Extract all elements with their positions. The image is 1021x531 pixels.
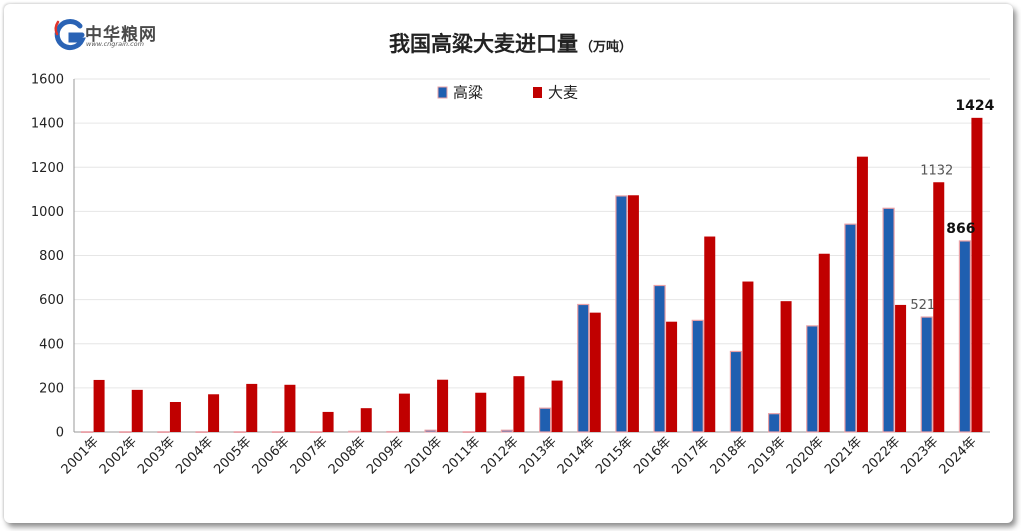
y-tick-label: 1600 <box>31 73 64 88</box>
bar-barley-2002年 <box>131 389 143 432</box>
y-tick-label: 400 <box>39 337 64 352</box>
logo-icon <box>54 19 86 51</box>
bar-sorghum-2017年 <box>691 319 704 433</box>
bar-barley-2003年 <box>169 401 181 432</box>
x-tick-label: 2019年 <box>746 434 789 477</box>
y-tick-label: 1000 <box>31 205 64 220</box>
x-tick-label: 2008年 <box>326 434 369 477</box>
x-tick-label: 2016年 <box>631 434 674 477</box>
x-tick-label: 2012年 <box>479 434 522 477</box>
bar-sorghum-2002年 <box>119 431 132 433</box>
bar-sorghum-2024年 <box>958 240 972 433</box>
x-tick-label: 2018年 <box>708 434 751 477</box>
bar-sorghum-2009年 <box>386 430 399 433</box>
bar-sorghum-2012年 <box>500 429 514 433</box>
bar-barley-2020年 <box>818 253 830 432</box>
x-tick-label: 2001年 <box>59 434 102 477</box>
bar-barley-2019年 <box>780 301 792 432</box>
bar-barley-2023年 <box>933 182 945 432</box>
x-tick-label: 2023年 <box>898 434 941 477</box>
x-tick-label: 2003年 <box>135 434 178 477</box>
x-tick-label: 2006年 <box>250 434 293 477</box>
bar-sorghum-2003年 <box>157 431 170 433</box>
bar-sorghum-2007年 <box>309 431 323 433</box>
bar-sorghum-2004年 <box>195 431 208 433</box>
bar-barley-2024年 <box>971 117 983 432</box>
chart-title: 我国高粱大麦进口量 <box>388 32 578 56</box>
bar-barley-2021年 <box>856 156 868 432</box>
bar-sorghum-2021年 <box>844 223 857 433</box>
bar-barley-2012年 <box>513 376 525 432</box>
legend-label-sorghum: 高粱 <box>453 84 483 102</box>
legend-label-barley: 大麦 <box>548 84 578 102</box>
bar-sorghum-2014年 <box>577 303 590 433</box>
data-label: 866 <box>946 221 975 237</box>
y-tick-label: 1200 <box>31 161 64 176</box>
bar-barley-2022年 <box>895 304 907 432</box>
x-tick-label: 2009年 <box>364 434 407 477</box>
bar-barley-2004年 <box>208 394 220 432</box>
x-tick-label: 2017年 <box>669 434 712 477</box>
bar-barley-2009年 <box>398 393 410 432</box>
bar-sorghum-2010年 <box>424 429 437 433</box>
x-tick-label: 2010年 <box>402 434 445 477</box>
bar-sorghum-2020年 <box>806 325 819 433</box>
bar-barley-2013年 <box>551 380 563 432</box>
brand-url: www.cngrain.com <box>86 40 144 48</box>
x-tick-label: 2020年 <box>784 434 827 477</box>
y-tick-label: 1400 <box>31 117 64 132</box>
x-tick-label: 2011年 <box>440 434 483 477</box>
bar-barley-2016年 <box>666 321 678 432</box>
bar-sorghum-2022年 <box>882 207 895 433</box>
y-tick-label: 200 <box>39 381 64 396</box>
bar-sorghum-2013年 <box>538 407 552 433</box>
x-tick-label: 2013年 <box>517 434 560 477</box>
bar-barley-2006年 <box>284 384 296 432</box>
data-label: 1424 <box>955 98 994 114</box>
legend-swatch-sorghum <box>437 86 448 99</box>
bar-sorghum-2023年 <box>920 316 933 433</box>
y-tick-label: 800 <box>39 249 64 264</box>
bar-barley-2011年 <box>475 392 487 432</box>
bar-sorghum-2015年 <box>615 195 628 433</box>
x-tick-label: 2024年 <box>937 434 980 477</box>
x-tick-label: 2004年 <box>173 434 216 477</box>
bar-barley-2014年 <box>589 312 601 432</box>
bar-barley-2005年 <box>246 383 258 432</box>
bar-barley-2018年 <box>742 281 754 432</box>
bar-sorghum-2008年 <box>348 430 361 433</box>
bar-barley-2001年 <box>93 379 105 432</box>
bar-barley-2015年 <box>627 195 639 432</box>
bar-sorghum-2006年 <box>271 431 285 433</box>
bar-sorghum-2005年 <box>233 431 246 433</box>
data-label: 1132 <box>920 163 953 178</box>
x-tick-label: 2002年 <box>97 434 140 477</box>
bar-barley-2017年 <box>704 236 716 432</box>
x-tick-label: 2005年 <box>211 434 254 477</box>
bar-sorghum-2019年 <box>767 413 781 433</box>
bar-barley-2007年 <box>322 411 334 432</box>
x-tick-label: 2014年 <box>555 434 598 477</box>
x-tick-label: 2021年 <box>822 434 865 477</box>
legend-swatch-barley <box>533 87 542 98</box>
brand-name: 中华粮网 <box>85 25 157 45</box>
bar-sorghum-2016年 <box>653 284 666 433</box>
chart-title-block: 我国高粱大麦进口量 （万吨） <box>0 28 1021 58</box>
bar-barley-2008年 <box>360 408 372 432</box>
bar-sorghum-2011年 <box>462 431 475 433</box>
y-tick-label: 600 <box>39 293 64 308</box>
bar-sorghum-2001年 <box>80 431 94 433</box>
bar-sorghum-2018年 <box>729 350 743 433</box>
data-label: 521 <box>910 298 935 313</box>
x-tick-label: 2007年 <box>288 434 331 477</box>
x-tick-label: 2022年 <box>860 434 903 477</box>
brand-logo: 中华粮网 www.cngrain.com <box>52 18 182 52</box>
bar-barley-2010年 <box>437 379 449 432</box>
chart-unit: （万吨） <box>579 40 632 55</box>
y-tick-label: 0 <box>56 426 64 441</box>
x-tick-label: 2015年 <box>593 434 636 477</box>
